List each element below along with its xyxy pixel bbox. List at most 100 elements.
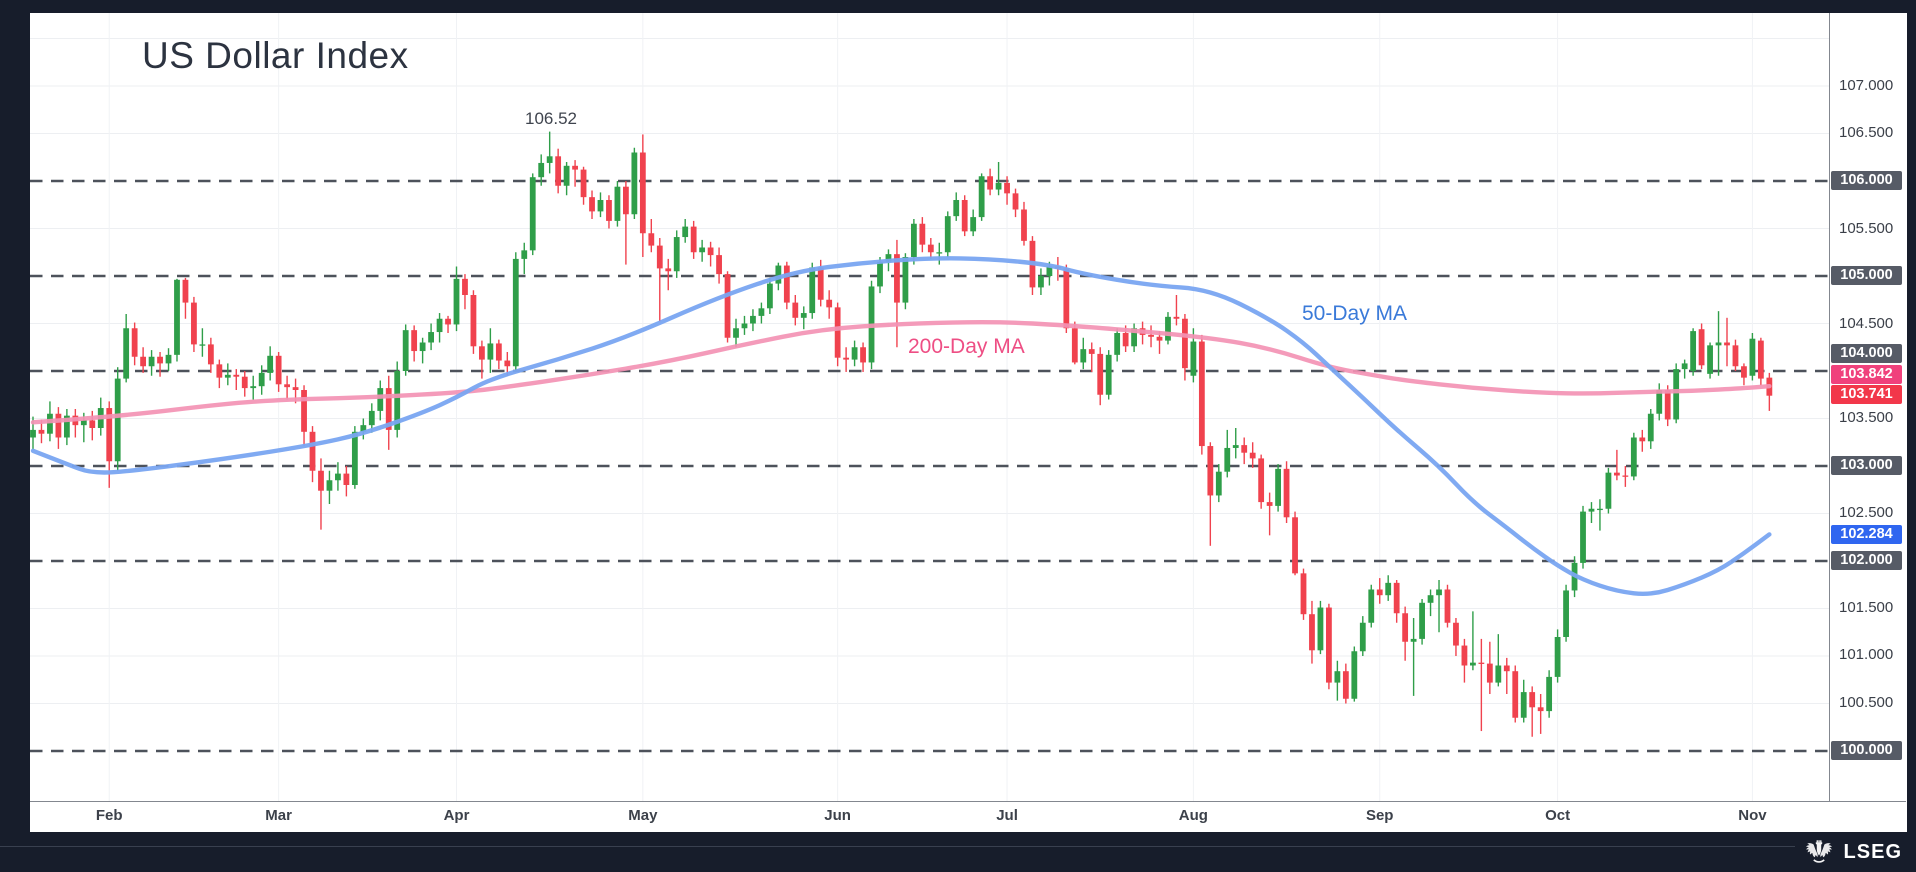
candle-body [233, 374, 240, 377]
candle-body [707, 247, 714, 256]
candle-body [606, 200, 612, 221]
candle-body [648, 233, 655, 246]
candle-body [470, 295, 477, 347]
candle-body [639, 152, 646, 234]
candle-body [699, 247, 706, 253]
candle-body [1732, 345, 1739, 367]
candle-body [241, 376, 248, 389]
candle-body [572, 165, 578, 170]
candle-body [106, 408, 113, 462]
candle-body [30, 429, 36, 438]
candle-body [1114, 333, 1121, 355]
candle-body [1368, 589, 1375, 623]
candle-body [1622, 475, 1629, 477]
candle-body [944, 216, 951, 253]
candle-body [817, 267, 824, 300]
candle-body [1639, 437, 1646, 442]
candle-body [1097, 353, 1104, 395]
candle-body [563, 165, 570, 186]
candle-body [1630, 437, 1637, 477]
price-badge: 103.741 [1831, 385, 1902, 404]
candle-body [766, 283, 773, 309]
candle-body [1529, 692, 1536, 708]
candle-body [800, 313, 807, 318]
candle-body [1410, 638, 1417, 642]
candle-body [301, 390, 307, 432]
candle-body [1563, 590, 1569, 637]
candle-body [368, 410, 375, 426]
candle-body [1402, 613, 1409, 642]
month-tick-label: Sep [1365, 807, 1394, 824]
candle-body [1105, 354, 1112, 395]
candle-body [1215, 471, 1222, 496]
candle-body [1004, 182, 1010, 194]
candle-body [1300, 573, 1307, 615]
price-axis[interactable]: USD 107.000106.500105.500104.500103.5001… [1829, 13, 1907, 832]
price-badge: 104.000 [1831, 344, 1902, 363]
candle-body [436, 318, 443, 333]
candlestick-chart[interactable] [30, 13, 1829, 801]
candle-body [1173, 316, 1180, 319]
candle-body [1317, 607, 1324, 651]
candle-body [487, 343, 494, 360]
candle-body [1266, 502, 1273, 506]
price-badge: 100.000 [1831, 741, 1902, 760]
chart-panel: US Dollar Index 106.52 50-Day MA 200-Day… [30, 13, 1907, 833]
candle-body [1613, 472, 1620, 476]
candle-body [834, 307, 841, 358]
candle-body [1681, 363, 1688, 370]
candle-body [521, 250, 528, 259]
candle-body [1690, 331, 1697, 371]
candle-body [775, 265, 782, 284]
candle-body [1046, 266, 1053, 276]
price-badge: 105.000 [1831, 266, 1902, 285]
candle-body [1495, 665, 1502, 683]
price-chart-plot[interactable] [30, 13, 1829, 801]
candle-body [1131, 328, 1137, 347]
candle-body [1715, 342, 1722, 346]
price-tick-label: 100.500 [1839, 694, 1894, 711]
candle-body [123, 328, 130, 379]
price-tick-label: 103.500 [1839, 409, 1894, 426]
candle-body [377, 388, 384, 411]
candle-body [224, 374, 231, 378]
candle-body [910, 223, 917, 257]
lseg-logo-text: LSEG [1843, 841, 1902, 863]
candle-body [343, 473, 350, 485]
time-axis[interactable]: Feb Mar Apr May Jun Jul Aug Sep Oct Nov [30, 801, 1906, 833]
candle-body [1342, 671, 1349, 699]
candle-body [758, 308, 765, 316]
price-tick-label: 105.500 [1839, 220, 1894, 237]
candle-body [1249, 452, 1256, 459]
price-badge: 103.842 [1831, 365, 1902, 384]
candle-body [682, 226, 689, 238]
candle-body [936, 252, 943, 254]
candle-body [80, 420, 87, 426]
month-tick-label: May [628, 807, 658, 824]
candle-body [182, 279, 189, 303]
candle-body [1580, 511, 1586, 563]
price-tick-label: 101.500 [1839, 599, 1894, 616]
candle-body [750, 315, 756, 324]
candle-body [1190, 341, 1197, 376]
candle-body [614, 186, 621, 221]
candle-body [631, 152, 638, 215]
price-tick-label: 104.500 [1839, 315, 1894, 332]
price-badge: 102.284 [1831, 525, 1902, 544]
candle-body [1419, 602, 1425, 639]
candle-body [250, 386, 257, 389]
candle-body [665, 268, 672, 272]
candle-body [1275, 468, 1281, 506]
candle-body [1156, 336, 1163, 341]
candle-body [1749, 338, 1756, 376]
candle-body [1486, 663, 1493, 683]
candle-body [1478, 662, 1485, 664]
candle-body [284, 384, 290, 388]
candle-body [504, 360, 511, 367]
candle-body [987, 176, 994, 190]
candle-body [1605, 472, 1612, 509]
candle-body [55, 413, 62, 438]
candle-body [462, 278, 468, 295]
candle-body [1724, 342, 1730, 346]
